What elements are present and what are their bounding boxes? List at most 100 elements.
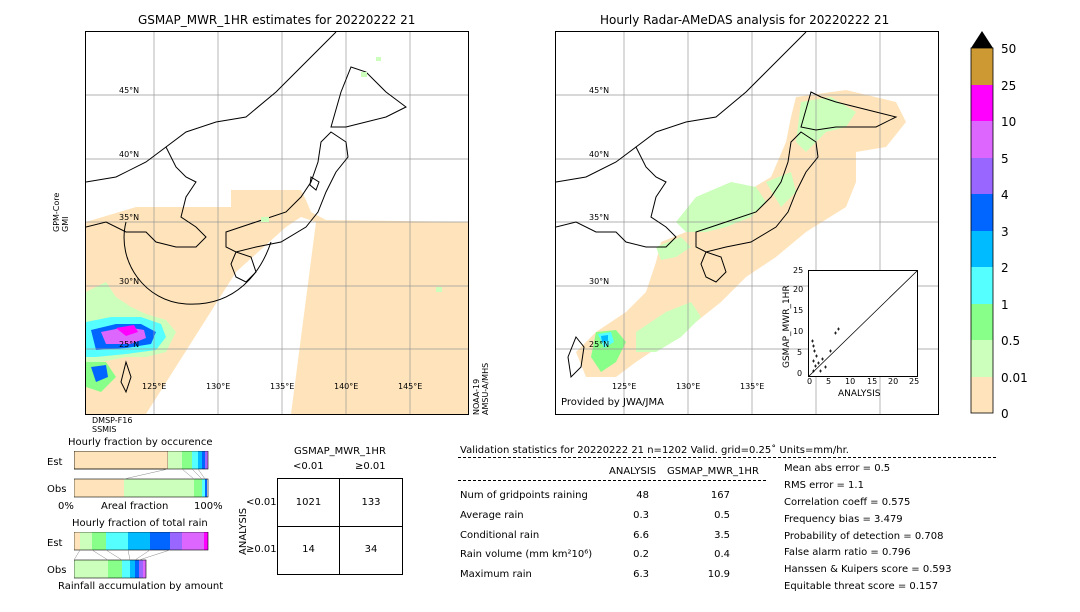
scatter-xtick-10: 10 bbox=[845, 377, 856, 386]
colorbar-label-4: 4 bbox=[1001, 188, 1009, 202]
validation-col-divider bbox=[458, 480, 766, 481]
contingency-title: GSMAP_MWR_1HR bbox=[294, 446, 386, 457]
scatter-xtick-25: 25 bbox=[909, 377, 920, 386]
left-lon-label-140: 140°E bbox=[334, 382, 359, 391]
stat-label-conditional: Conditional rain bbox=[460, 530, 540, 541]
stat-label-gridpoints: Num of gridpoints raining bbox=[460, 490, 588, 501]
right-map-title: Hourly Radar-AMeDAS analysis for 2022022… bbox=[600, 13, 890, 27]
score-far: False alarm ratio = 0.796 bbox=[784, 547, 911, 558]
occurrence-bars bbox=[74, 451, 209, 498]
stat-label-maximum: Maximum rain bbox=[460, 569, 532, 580]
right-lat-label-35: 35°N bbox=[589, 213, 610, 222]
scatter-inset bbox=[808, 270, 918, 377]
score-correlation: Correlation coeff = 0.575 bbox=[784, 497, 911, 508]
stat-analysis-volume: 0.2 bbox=[633, 549, 649, 560]
contingency-row-lt: <0.01 bbox=[246, 497, 277, 508]
total-rain-bars bbox=[74, 532, 209, 579]
score-hk: Hanssen & Kuipers score = 0.593 bbox=[784, 564, 952, 575]
credit-label: Provided by JWA/JMA bbox=[561, 397, 664, 408]
right-lon-label-125: 125°E bbox=[612, 382, 637, 391]
contingency-row-ge: ≥0.01 bbox=[246, 544, 277, 555]
contingency-cell-11: 34 bbox=[364, 544, 378, 555]
right-lon-label-130: 130°E bbox=[676, 382, 701, 391]
contingency-cell-01: 133 bbox=[361, 497, 381, 508]
scatter-ylabel: GSMAP_MWR_1HR bbox=[782, 285, 792, 368]
left-lon-label-130: 130°E bbox=[206, 382, 231, 391]
colorbar-label-0-01: 0.01 bbox=[1001, 371, 1028, 385]
left-lon-label-135: 135°E bbox=[270, 382, 295, 391]
colorbar-label-1: 1 bbox=[1001, 298, 1009, 312]
colorbar-label-50: 50 bbox=[1001, 42, 1017, 56]
left-map-panel bbox=[85, 31, 469, 415]
scatter-xtick-20: 20 bbox=[888, 377, 899, 386]
stat-analysis-conditional: 6.6 bbox=[633, 530, 649, 541]
score-pod: Probability of detection = 0.708 bbox=[784, 531, 944, 542]
scatter-ytick-15: 15 bbox=[793, 306, 804, 315]
scatter-xlabel: ANALYSIS bbox=[838, 389, 881, 399]
right-sensor-label: NOAA-19 AMSU-A/MHS bbox=[472, 362, 490, 415]
left-lat-label-30: 30°N bbox=[119, 277, 140, 286]
score-rms: RMS error = 1.1 bbox=[784, 480, 864, 491]
colorbar-label-5: 5 bbox=[1001, 152, 1009, 166]
scatter-xtick-15: 15 bbox=[867, 377, 878, 386]
right-lat-label-30: 30°N bbox=[589, 277, 610, 286]
colorbar-label-10: 10 bbox=[1001, 115, 1017, 129]
contingency-grid: 1021 133 14 34 bbox=[277, 478, 403, 575]
colorbar-extend-arrow bbox=[971, 31, 993, 48]
stat-label-average: Average rain bbox=[460, 510, 524, 521]
colorbar bbox=[970, 31, 994, 414]
stat-analysis-average: 0.3 bbox=[633, 510, 649, 521]
colorbar-label-0: 0 bbox=[1001, 407, 1009, 421]
stat-gsmap-conditional: 3.5 bbox=[714, 530, 730, 541]
bottom-sensor-label: DMSP-F16 SSMIS bbox=[92, 416, 133, 434]
left-lat-label-45: 45°N bbox=[119, 86, 140, 95]
validation-header: Validation statistics for 20220222 21 n=… bbox=[460, 445, 849, 456]
scatter-ytick-25: 25 bbox=[793, 266, 804, 275]
scatter-svg bbox=[808, 270, 918, 377]
occurrence-axis-right: 100% bbox=[194, 501, 223, 512]
total-rain-footer: Rainfall accumulation by amount bbox=[58, 581, 224, 592]
right-lat-label-40: 40°N bbox=[589, 150, 610, 159]
score-frequency-bias: Frequency bias = 3.479 bbox=[784, 514, 903, 525]
occurrence-title: Hourly fraction by occurence bbox=[68, 437, 213, 448]
contingency-cell-10: 14 bbox=[302, 544, 315, 555]
validation-col-analysis: ANALYSIS bbox=[609, 466, 657, 477]
right-lat-label-45: 45°N bbox=[589, 86, 610, 95]
contingency-col-lt: <0.01 bbox=[293, 461, 324, 472]
contingency-col-ge: ≥0.01 bbox=[355, 461, 386, 472]
score-ets: Equitable threat score = 0.157 bbox=[784, 581, 939, 592]
stat-gsmap-average: 0.5 bbox=[714, 510, 730, 521]
occurrence-axis-mid: Areal fraction bbox=[101, 501, 169, 512]
scatter-ytick-0: 0 bbox=[797, 369, 803, 378]
scatter-ytick-5: 5 bbox=[797, 348, 803, 357]
left-lon-label-125: 125°E bbox=[142, 382, 167, 391]
total-rain-row-obs: Obs bbox=[47, 565, 67, 576]
occurrence-row-obs: Obs bbox=[47, 484, 67, 495]
scatter-xtick-0: 0 bbox=[807, 377, 813, 386]
colorbar-label-2: 2 bbox=[1001, 261, 1009, 275]
scatter-ytick-10: 10 bbox=[793, 327, 804, 336]
right-map-svg bbox=[556, 32, 938, 414]
contingency-cell-00: 1021 bbox=[295, 497, 322, 508]
left-lat-label-40: 40°N bbox=[119, 150, 140, 159]
left-map-title: GSMAP_MWR_1HR estimates for 20220222 21 bbox=[138, 13, 416, 27]
right-lon-label-135: 135°E bbox=[740, 382, 765, 391]
score-mae: Mean abs error = 0.5 bbox=[784, 463, 891, 474]
left-sensor-label: GPM-Core GMI bbox=[52, 192, 70, 232]
colorbar-label-3: 3 bbox=[1001, 225, 1009, 239]
validation-col-gsmap: GSMAP_MWR_1HR bbox=[667, 466, 759, 477]
left-map-svg bbox=[86, 32, 468, 414]
occurrence-axis-left: 0% bbox=[58, 501, 74, 512]
scatter-xtick-5: 5 bbox=[826, 377, 832, 386]
stat-gsmap-volume: 0.4 bbox=[714, 549, 730, 560]
left-lon-label-145: 145°E bbox=[398, 382, 423, 391]
left-lat-label-35: 35°N bbox=[119, 213, 140, 222]
stat-gsmap-gridpoints: 167 bbox=[710, 490, 730, 501]
colorbar-label-0-5: 0.5 bbox=[1001, 334, 1021, 348]
validation-divider bbox=[458, 457, 996, 458]
total-rain-title: Hourly fraction of total rain bbox=[72, 518, 208, 529]
stat-gsmap-maximum: 10.9 bbox=[707, 569, 730, 580]
stat-analysis-maximum: 6.3 bbox=[633, 569, 649, 580]
colorbar-label-25: 25 bbox=[1001, 79, 1017, 93]
total-rain-row-est: Est bbox=[47, 538, 63, 549]
